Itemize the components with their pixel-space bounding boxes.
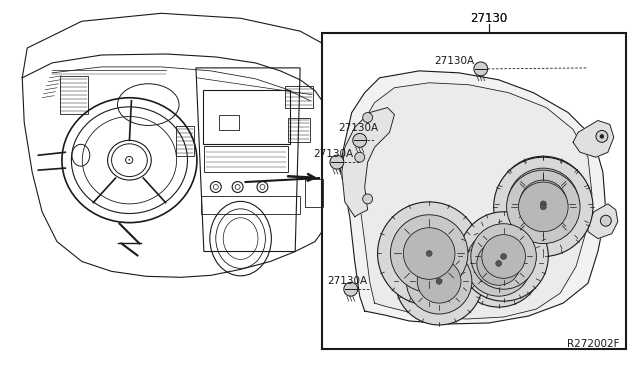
Circle shape <box>344 282 358 296</box>
Text: R272002F: R272002F <box>567 339 620 349</box>
Circle shape <box>495 260 502 266</box>
Polygon shape <box>340 71 606 324</box>
Circle shape <box>466 231 531 296</box>
Circle shape <box>390 215 468 292</box>
Text: 27130A: 27130A <box>313 149 353 159</box>
Text: 27130: 27130 <box>470 12 508 25</box>
Circle shape <box>474 62 488 76</box>
Circle shape <box>378 202 481 305</box>
Text: ⊙: ⊙ <box>124 154 134 167</box>
Bar <box>305 179 323 207</box>
Circle shape <box>500 253 507 259</box>
Circle shape <box>596 131 608 142</box>
Circle shape <box>477 241 520 285</box>
Text: 27130A: 27130A <box>327 276 367 286</box>
Bar <box>201 196 300 214</box>
Circle shape <box>353 134 367 147</box>
Bar <box>288 118 310 142</box>
Bar <box>285 86 313 108</box>
Bar <box>203 90 290 144</box>
Bar <box>219 115 239 131</box>
Circle shape <box>403 228 455 279</box>
Circle shape <box>600 215 611 226</box>
Circle shape <box>508 168 579 240</box>
Polygon shape <box>342 108 394 217</box>
Circle shape <box>495 156 591 251</box>
Circle shape <box>520 180 567 228</box>
Circle shape <box>406 248 472 314</box>
Circle shape <box>455 220 542 307</box>
Text: 27130A: 27130A <box>338 124 378 134</box>
Circle shape <box>459 212 548 301</box>
Polygon shape <box>573 121 614 157</box>
Text: 27130: 27130 <box>470 12 508 25</box>
Bar <box>322 33 626 349</box>
Circle shape <box>363 194 372 204</box>
Circle shape <box>355 152 365 162</box>
Polygon shape <box>358 83 592 319</box>
Circle shape <box>471 224 536 289</box>
Bar <box>60 76 88 113</box>
Circle shape <box>493 157 593 256</box>
Bar <box>204 146 288 172</box>
Circle shape <box>600 134 604 138</box>
Circle shape <box>518 182 568 232</box>
Bar <box>176 126 194 156</box>
Circle shape <box>507 170 580 244</box>
Circle shape <box>330 155 344 169</box>
Circle shape <box>426 250 432 256</box>
Circle shape <box>363 113 372 122</box>
Polygon shape <box>588 204 618 238</box>
Circle shape <box>417 259 461 303</box>
Circle shape <box>396 238 483 325</box>
Circle shape <box>540 204 547 210</box>
Circle shape <box>540 201 547 207</box>
Circle shape <box>436 278 442 284</box>
Circle shape <box>482 235 525 278</box>
Text: 27130A: 27130A <box>434 56 474 66</box>
